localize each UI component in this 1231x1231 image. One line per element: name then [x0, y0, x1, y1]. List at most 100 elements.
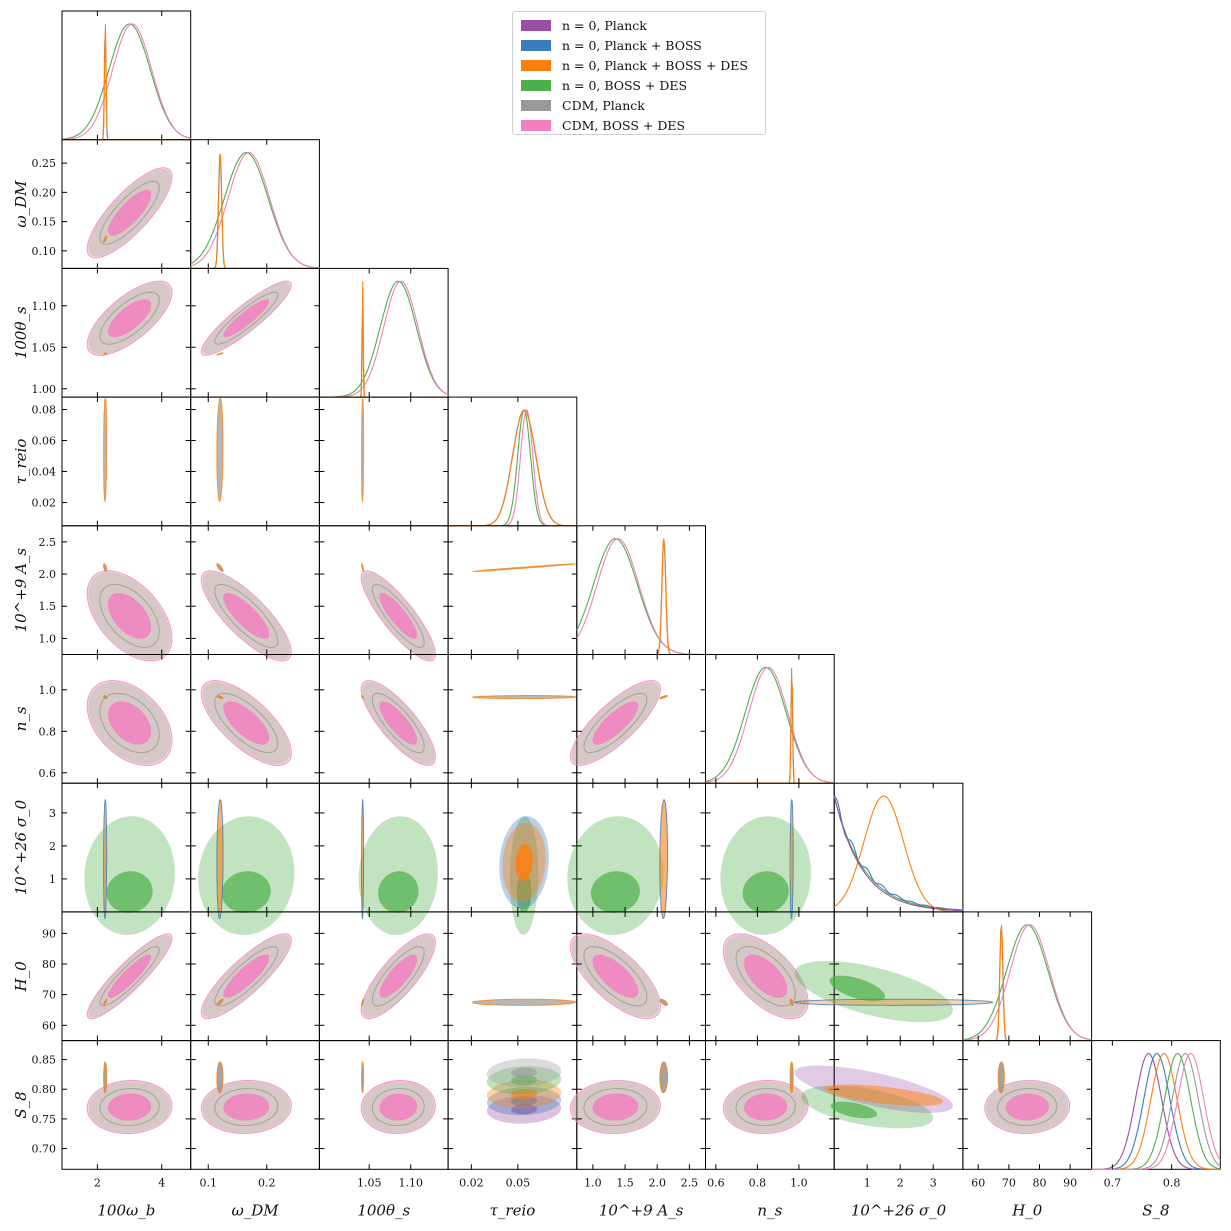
- x-tick-label: 1.0: [790, 1176, 808, 1189]
- contour-1sigma: [378, 871, 419, 913]
- y-tick-label: 2.0: [39, 568, 57, 581]
- contour-planck: [360, 998, 365, 1006]
- contour-planck: [103, 798, 108, 920]
- x-tick-label: 2: [94, 1176, 101, 1189]
- marginal-curve: [705, 666, 835, 784]
- contour-2sigma: [99, 1088, 160, 1126]
- contour-planck: [511, 1096, 538, 1107]
- contour-planck: [511, 1067, 538, 1078]
- marginal-curve: [1091, 1052, 1221, 1170]
- contour-2sigma: [99, 692, 160, 754]
- y-axis-label: S_8: [12, 1091, 30, 1118]
- y-tick-label: 0.02: [32, 497, 57, 510]
- legend-label: n = 0, Planck + BOSS + DES: [562, 57, 748, 73]
- contour-1sigma: [107, 1093, 152, 1121]
- contour-1sigma: [223, 1093, 270, 1121]
- y-tick-label: 0.06: [32, 435, 57, 448]
- y-tick-label: 2: [49, 840, 56, 853]
- y-tick-label: 1.0: [39, 684, 57, 697]
- marginal-curve: [1091, 1052, 1221, 1170]
- panel-frame: [61, 396, 192, 527]
- contour-2sigma: [214, 291, 279, 345]
- panel-frame: [833, 782, 964, 913]
- x-tick-label: 70: [1002, 1176, 1016, 1189]
- legend-swatch: [521, 99, 551, 111]
- y-tick-label: 0.04: [32, 466, 57, 479]
- contour-planck: [103, 397, 108, 503]
- contour-2sigma: [583, 1088, 648, 1126]
- contour-planck: [511, 1075, 538, 1086]
- x-axis-label: 100ω_b: [97, 1201, 155, 1219]
- x-tick-label: 0.2: [258, 1176, 276, 1189]
- contour-2sigma: [214, 692, 279, 754]
- contour-planck: [659, 799, 668, 920]
- marginal-curve: [962, 924, 1092, 1041]
- x-tick-label: 1.5: [616, 1176, 634, 1189]
- contour-planck: [472, 998, 577, 1006]
- y-tick-label: 1.00: [32, 383, 57, 396]
- marginal-curve: [962, 926, 1092, 1042]
- legend-swatch: [521, 119, 551, 131]
- marginal-curve: [962, 924, 1092, 1042]
- legend-label: CDM, BOSS + DES: [562, 117, 686, 133]
- contour-1sigma: [830, 1101, 878, 1119]
- contour-planck: [997, 1061, 1005, 1094]
- x-tick-label: 3: [930, 1176, 937, 1189]
- panel-frame: [1091, 1040, 1221, 1170]
- marginal-curve: [319, 280, 449, 398]
- contour-1sigma: [221, 871, 271, 913]
- y-tick-label: 60: [42, 1019, 56, 1032]
- contour-2sigma: [371, 1088, 425, 1126]
- x-tick-label: 2.5: [681, 1176, 699, 1189]
- contour-2sigma: [583, 946, 648, 1007]
- x-tick-label: 60: [971, 1176, 985, 1189]
- y-tick-label: 90: [42, 927, 56, 940]
- x-tick-label: 0.8: [749, 1176, 767, 1189]
- contour-planck: [360, 1061, 365, 1094]
- legend-swatch: [521, 59, 551, 71]
- marginal-curve: [190, 154, 320, 269]
- y-tick-label: 1: [49, 873, 56, 886]
- contour-planck: [472, 563, 576, 572]
- legend-label: CDM, Planck: [562, 97, 645, 113]
- panel-frame: [318, 396, 449, 527]
- x-tick-label: 1.05: [357, 1176, 382, 1189]
- panel-frame: [318, 267, 449, 398]
- x-tick-label: 0.1: [200, 1176, 218, 1189]
- x-tick-label: 80: [1033, 1176, 1047, 1189]
- contour-2sigma: [99, 583, 160, 648]
- contour-1sigma: [744, 1093, 788, 1121]
- contour-1sigma: [590, 871, 640, 913]
- y-axis-label: H_0: [12, 961, 30, 993]
- legend-label: n = 0, BOSS + DES: [562, 77, 688, 93]
- y-tick-label: 0.10: [32, 245, 57, 258]
- marginal-curve: [448, 409, 577, 527]
- x-tick-label: 0.02: [459, 1176, 484, 1189]
- contour-planck: [103, 352, 108, 356]
- contour-planck: [360, 563, 365, 572]
- contour-planck: [360, 396, 365, 503]
- contour-1sigma: [223, 954, 270, 998]
- legend-swatch: [521, 79, 551, 91]
- contour-1sigma: [592, 701, 639, 745]
- x-axis-label: 10^+26 σ_0: [851, 1201, 947, 1219]
- x-tick-label: 0.7: [1104, 1176, 1122, 1189]
- y-tick-label: 0.80: [32, 1083, 57, 1096]
- contour-2sigma: [735, 946, 796, 1007]
- contour-planck: [360, 798, 365, 921]
- contour-1sigma: [379, 592, 418, 639]
- contour-2sigma: [99, 180, 160, 245]
- marginal-curve: [448, 409, 577, 527]
- contour-1sigma: [107, 299, 152, 338]
- contour-planck: [659, 695, 668, 700]
- contour-2sigma: [371, 692, 425, 754]
- legend-entry-planck-boss: n = 0, Planck + BOSS: [521, 35, 757, 55]
- legend-entry-cdm-planck: CDM, Planck: [521, 95, 757, 115]
- x-axis-label: S_8: [1142, 1201, 1169, 1219]
- contour-1sigma: [592, 1093, 639, 1121]
- contour-1sigma: [223, 299, 270, 338]
- marginal-curve: [576, 538, 706, 656]
- contour-planck: [659, 1061, 668, 1094]
- x-axis-label: τ_reio: [490, 1201, 536, 1219]
